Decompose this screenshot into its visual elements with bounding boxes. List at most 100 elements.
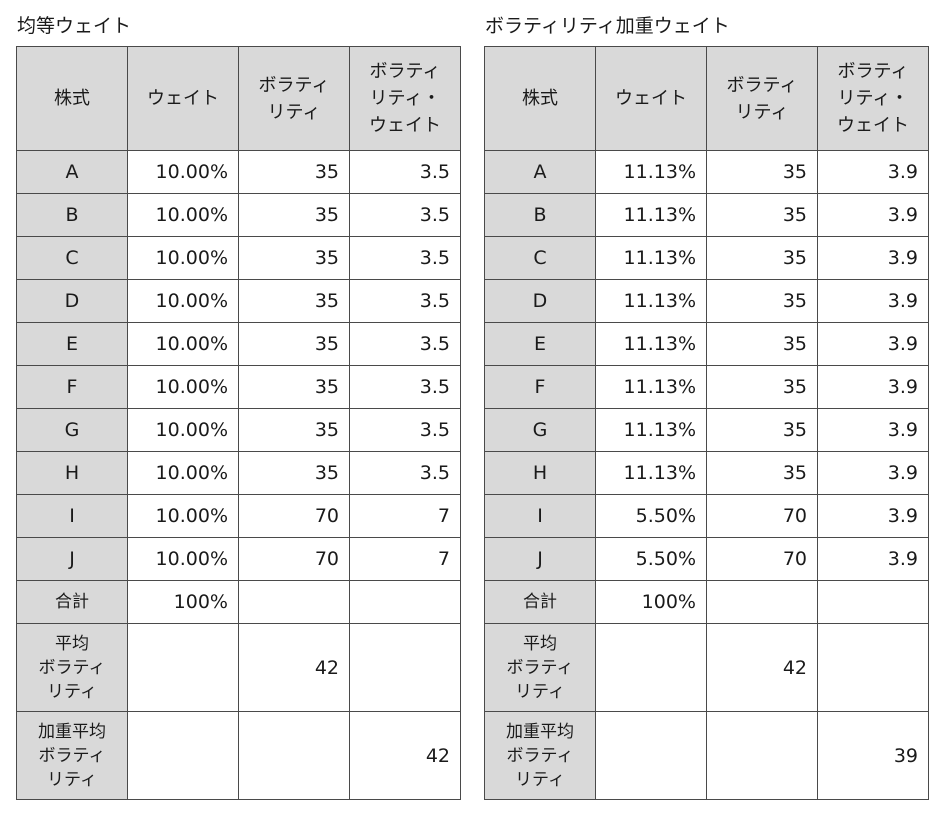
header-volatility: ボラティ リティ [706,46,818,151]
label-line: 平均 [55,633,89,654]
volatility-weighted-panel: ボラティリティ加重ウェイト 株式 ウェイト ボラティ リティ ボラティ リティ・ ウェイト A 1… [484,8,929,800]
empty-cell [349,623,461,712]
total-weight-cell: 100% [127,580,239,624]
table-title: 均等ウェイト [17,15,132,37]
table-row: D 10.00% 35 3.5 [16,279,461,323]
label-line: リティ [47,681,97,702]
header-line: 株式 [522,88,558,109]
avg-volatility-value: 42 [706,623,818,712]
empty-cell [595,711,707,800]
label-line: リティ [515,681,565,702]
stock-cell: H [16,451,128,495]
avg-volatility-row: 平均 ボラティ リティ 42 [16,623,461,712]
vol-weight-cell: 3.9 [817,279,929,323]
stock-cell: A [484,150,596,194]
volatility-cell: 35 [706,150,818,194]
header-line: リティ [267,101,321,123]
total-row: 合計 100% [16,580,461,624]
table-row: I 10.00% 70 7 [16,494,461,538]
header-weight: ウェイト [127,46,239,151]
header-line: ウェイト [369,115,441,136]
table-row: H 10.00% 35 3.5 [16,451,461,495]
weight-cell: 10.00% [127,150,239,194]
weight-cell: 10.00% [127,537,239,581]
weighted-avg-volatility-value: 42 [349,711,461,800]
stock-cell: B [16,193,128,237]
weight-cell: 10.00% [127,236,239,280]
table-row: G 11.13% 35 3.9 [484,408,929,452]
volatility-cell: 70 [706,494,818,538]
empty-cell [706,711,818,800]
weight-cell: 10.00% [127,408,239,452]
vol-weight-cell: 3.9 [817,451,929,495]
avg-volatility-label: 平均 ボラティ リティ [16,623,128,712]
stock-cell: C [484,236,596,280]
volatility-cell: 35 [238,451,350,495]
volatility-cell: 35 [706,236,818,280]
volatility-cell: 35 [238,236,350,280]
weight-cell: 10.00% [127,193,239,237]
weight-cell: 11.13% [595,150,707,194]
weighted-avg-volatility-row: 加重平均 ボラティ リティ 42 [16,711,461,800]
volatility-cell: 35 [238,193,350,237]
table-row: C 10.00% 35 3.5 [16,236,461,280]
volatility-cell: 35 [238,322,350,366]
vol-weight-cell: 3.9 [817,408,929,452]
stock-cell: A [16,150,128,194]
data-table: 株式 ウェイト ボラティ リティ ボラティ リティ・ ウェイト A 11.13% 35 3.9 B 11… [484,46,929,800]
data-table: 株式 ウェイト ボラティ リティ ボラティ リティ・ ウェイト A 10.00% 35 3.5 B 10… [16,46,461,800]
weight-cell: 10.00% [127,322,239,366]
avg-volatility-row: 平均 ボラティ リティ 42 [484,623,929,712]
weighted-avg-volatility-value: 39 [817,711,929,800]
volatility-cell: 35 [706,279,818,323]
label-line: リティ [47,769,97,790]
header-line: ボラティ [837,61,909,82]
volatility-cell: 35 [706,193,818,237]
stock-cell: E [16,322,128,366]
weighted-avg-volatility-label: 加重平均 ボラティ リティ [16,711,128,800]
volatility-cell: 70 [706,537,818,581]
header-line: リティ [735,101,789,123]
volatility-cell: 35 [706,451,818,495]
vol-weight-cell: 3.9 [817,322,929,366]
volatility-cell: 70 [238,537,350,581]
header-line: ウェイト [837,115,909,136]
header-stock: 株式 [484,46,596,151]
table-row: A 11.13% 35 3.9 [484,150,929,194]
vol-weight-cell: 7 [349,494,461,538]
weight-cell: 10.00% [127,279,239,323]
table-row: F 11.13% 35 3.9 [484,365,929,409]
stock-cell: I [484,494,596,538]
stock-cell: D [484,279,596,323]
label-line: 加重平均 [38,721,106,742]
total-label: 合計 [16,580,128,624]
weighted-avg-volatility-row: 加重平均 ボラティ リティ 39 [484,711,929,800]
header-line: ボラティ [726,74,798,96]
weight-cell: 10.00% [127,451,239,495]
table-row: H 11.13% 35 3.9 [484,451,929,495]
header-volatility: ボラティ リティ [238,46,350,151]
total-row: 合計 100% [484,580,929,624]
weight-cell: 10.00% [127,365,239,409]
empty-cell [817,623,929,712]
vol-weight-cell: 3.9 [817,150,929,194]
empty-cell [127,623,239,712]
weight-cell: 10.00% [127,494,239,538]
vol-weight-cell: 3.5 [349,322,461,366]
weight-cell: 5.50% [595,537,707,581]
header-line: リティ・ [837,88,909,109]
vol-weight-cell: 3.5 [349,451,461,495]
volatility-cell: 70 [238,494,350,538]
header-vol-weight: ボラティリティ・ウェイト [817,46,929,151]
empty-cell [349,580,461,624]
volatility-cell: 35 [238,150,350,194]
empty-cell [817,580,929,624]
vol-weight-cell: 3.5 [349,236,461,280]
stock-cell: I [16,494,128,538]
table-row: D 11.13% 35 3.9 [484,279,929,323]
table-row: B 11.13% 35 3.9 [484,193,929,237]
header-row: 株式 ウェイト ボラティ リティ ボラティ リティ・ ウェイト [484,46,929,151]
vol-weight-cell: 3.9 [817,193,929,237]
empty-cell [127,711,239,800]
equal-weight-panel: 均等ウェイト 株式 ウェイト ボラティ リティ ボラティ リティ・ ウェイト A 10.00% 35… [16,8,461,800]
